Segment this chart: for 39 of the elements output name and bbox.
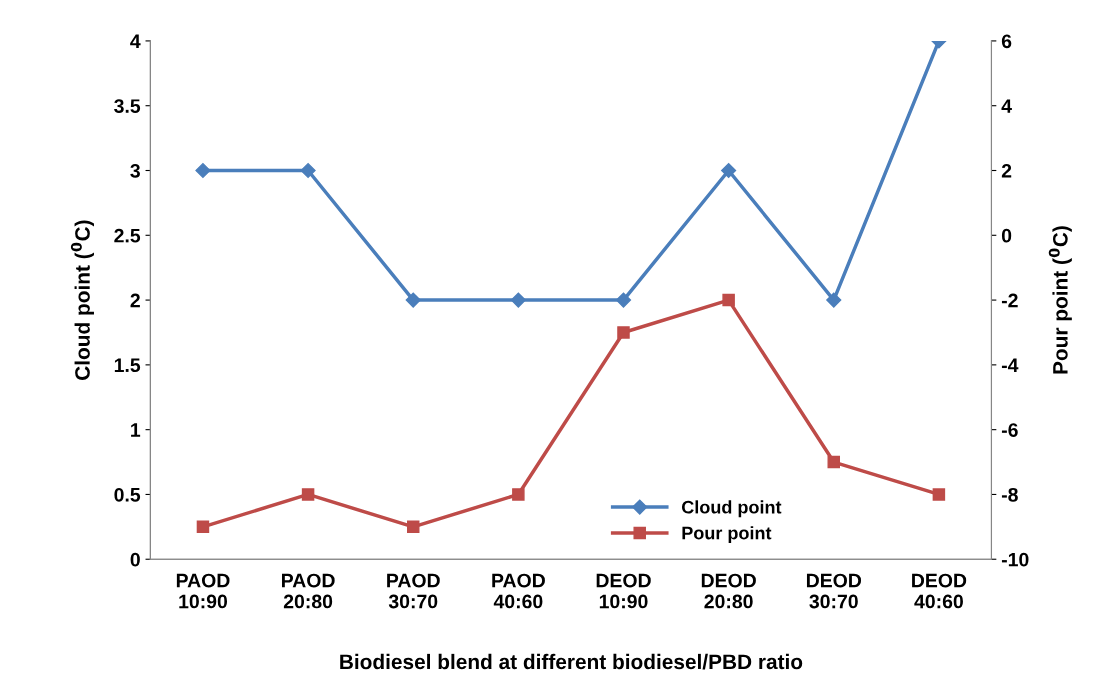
y2-tick-label: 2 <box>1001 163 1012 178</box>
y2-tick-label: -2 <box>1001 293 1018 308</box>
y2-tick-label: -10 <box>1001 552 1029 567</box>
x-tick-label: PAOD 40:60 <box>492 573 545 609</box>
legend-label: Cloud point <box>682 500 782 518</box>
y-tick-label: 0.5 <box>114 487 141 502</box>
y-tick-label: 2 <box>130 293 140 308</box>
point <box>406 520 420 534</box>
point <box>301 488 315 501</box>
point <box>932 488 946 501</box>
y-tick-label: 1.5 <box>114 358 141 373</box>
x-tick-label: DEOD 20:80 <box>701 573 756 609</box>
y-tick-label: 4 <box>130 34 141 48</box>
x-tick-label: PAOD 20:80 <box>282 573 335 609</box>
y-tick-label: 0 <box>130 552 140 567</box>
point <box>512 488 525 501</box>
x-tick-label: DEOD 30:70 <box>806 573 862 609</box>
y2-tick-label: -8 <box>1001 487 1018 502</box>
y-tick-label: 1 <box>131 423 141 437</box>
point <box>827 455 841 469</box>
x-tick-label: DEOD 10:90 <box>596 573 651 609</box>
y-tick-label: 2.5 <box>114 228 141 243</box>
y2-tick-label: 4 <box>1001 99 1012 113</box>
y2-axis-title: Pour point ($^{0}$C) <box>1048 226 1072 374</box>
x-axis-title: Biodiesel blend at different biodiesel/PBD ratio <box>340 653 803 670</box>
x-tick-label: PAOD 30:70 <box>387 573 440 609</box>
point <box>722 293 735 307</box>
y2-tick-label: -6 <box>1001 423 1018 437</box>
x-tick-label: DEOD 40:60 <box>912 573 967 609</box>
y2-tick-label: -4 <box>1001 358 1019 372</box>
legend-label: Pour point <box>682 526 772 543</box>
y-axis-title: Cloud point ($^{0}$C) <box>70 220 94 380</box>
x-tick-label: PAOD 10:90 <box>176 573 230 609</box>
y2-tick-label: 0 <box>1001 228 1012 243</box>
y-tick-label: 3.5 <box>114 99 141 113</box>
y-tick-label: 3 <box>130 163 140 178</box>
point <box>617 326 630 339</box>
point <box>196 520 210 534</box>
y2-tick-label: 6 <box>1001 34 1012 49</box>
